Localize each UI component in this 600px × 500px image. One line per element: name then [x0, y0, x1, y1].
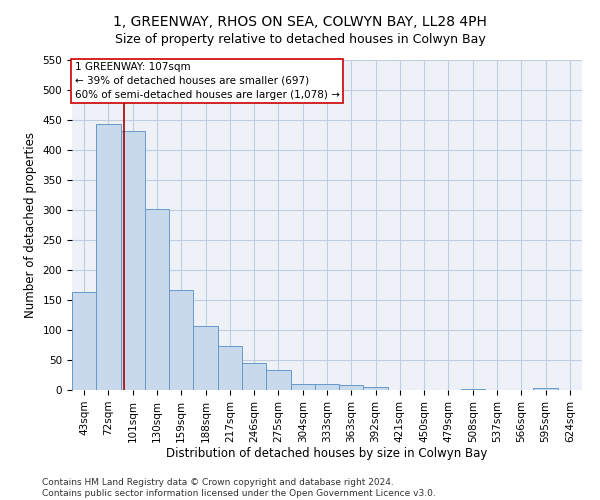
Text: 1, GREENWAY, RHOS ON SEA, COLWYN BAY, LL28 4PH: 1, GREENWAY, RHOS ON SEA, COLWYN BAY, LL… [113, 15, 487, 29]
Bar [290, 384, 315, 390]
Bar [266, 370, 290, 390]
Bar [461, 389, 485, 390]
Bar [218, 346, 242, 390]
Y-axis label: Number of detached properties: Number of detached properties [24, 132, 37, 318]
Bar [193, 326, 218, 390]
Bar [364, 387, 388, 390]
Bar [72, 292, 96, 390]
Bar [121, 131, 145, 390]
Bar [242, 363, 266, 390]
Bar [533, 388, 558, 390]
Bar [96, 124, 121, 390]
Bar [339, 385, 364, 390]
Bar [315, 384, 339, 390]
X-axis label: Distribution of detached houses by size in Colwyn Bay: Distribution of detached houses by size … [166, 448, 488, 460]
Text: Contains HM Land Registry data © Crown copyright and database right 2024.
Contai: Contains HM Land Registry data © Crown c… [42, 478, 436, 498]
Text: Size of property relative to detached houses in Colwyn Bay: Size of property relative to detached ho… [115, 32, 485, 46]
Text: 1 GREENWAY: 107sqm
← 39% of detached houses are smaller (697)
60% of semi-detach: 1 GREENWAY: 107sqm ← 39% of detached hou… [74, 62, 340, 100]
Bar [145, 210, 169, 390]
Bar [169, 290, 193, 390]
